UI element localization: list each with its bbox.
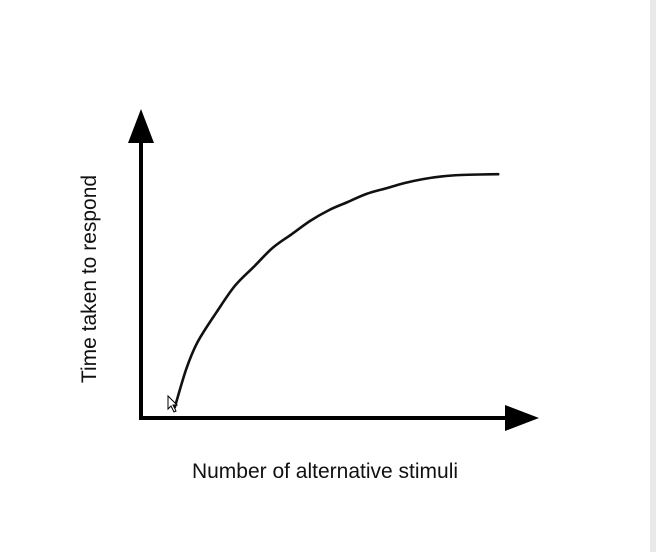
- mouse-cursor-icon: [167, 394, 179, 413]
- series-line-0: [173, 172, 500, 409]
- x-axis-arrow: [505, 405, 539, 431]
- series-layer: [173, 172, 500, 409]
- y-axis-arrow: [128, 109, 154, 143]
- axes: [128, 109, 539, 431]
- x-axis-label: Number of alternative stimuli: [192, 460, 458, 483]
- edge-shadow: [650, 0, 656, 552]
- y-axis-label: Time taken to respond: [78, 175, 101, 383]
